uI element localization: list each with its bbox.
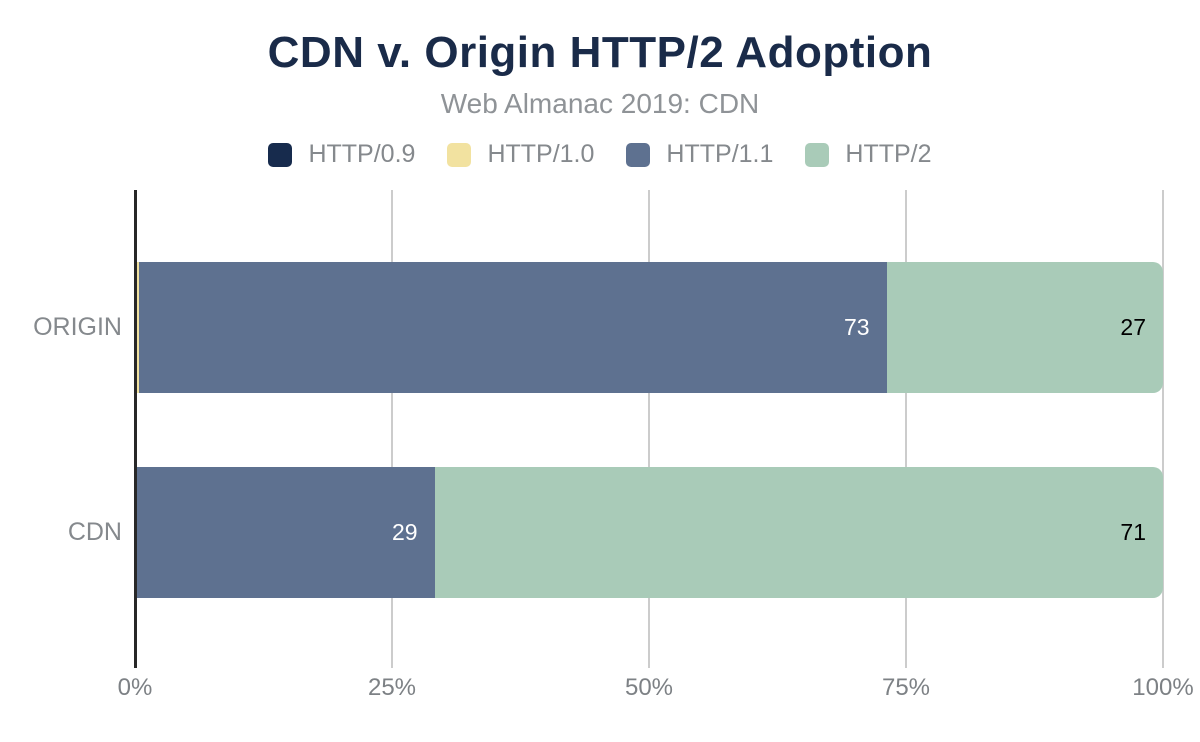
legend-item-http-2: HTTP/2 [805,140,932,169]
legend: HTTP/0.9 HTTP/1.0 HTTP/1.1 HTTP/2 [0,140,1200,169]
gridline-25 [391,190,393,668]
legend-item-http-1-0: HTTP/1.0 [447,140,594,169]
y-axis-line [134,190,137,668]
legend-label: HTTP/2 [845,140,932,168]
bar-segment-cdn-http-2: 71 [434,467,1163,598]
bar-segment-cdn-http-1-1: 29 [137,467,435,598]
chart-title: CDN v. Origin HTTP/2 Adoption [267,28,933,77]
bar-value-label: 71 [1120,519,1146,545]
x-tick-label-50: 50% [624,674,674,701]
gridline-50 [648,190,650,668]
legend-item-http-0-9: HTTP/0.9 [268,140,415,169]
http-1-0-legend-swatch-icon [447,142,472,167]
bar-segment-origin-http-2: 27 [886,262,1163,393]
x-tick-label-75: 75% [881,674,931,701]
http-2-legend-swatch-icon [805,142,830,167]
legend-label: HTTP/1.0 [487,140,595,168]
http-0-9-legend-swatch-icon [268,142,293,167]
x-tick-label-0: 0% [117,674,153,701]
bar-cdn: 29 71 [137,467,1163,598]
x-tick-label-25: 25% [367,674,417,701]
gridline-75 [905,190,907,668]
http-1-1-legend-swatch-icon [626,142,651,167]
chart-subtitle: Web Almanac 2019: CDN [440,88,760,119]
legend-item-http-1-1: HTTP/1.1 [626,140,773,169]
category-label-origin: ORIGIN [33,313,122,341]
bar-segment-origin-http-1-1: 73 [139,262,887,393]
bar-value-label: 27 [1120,314,1146,340]
bar-value-label: 29 [391,519,418,545]
legend-label: HTTP/0.9 [308,140,416,168]
x-tick-label-100: 100% [1132,674,1194,701]
plot-area: 73 27 29 71 [134,190,1164,668]
bar-origin: 73 27 [137,262,1163,393]
gridline-100 [1162,190,1164,668]
bar-value-label: 73 [843,314,870,340]
legend-label: HTTP/1.1 [666,140,774,168]
bar-segment-origin-http-1-0 [137,262,140,393]
category-label-cdn: CDN [67,518,122,546]
